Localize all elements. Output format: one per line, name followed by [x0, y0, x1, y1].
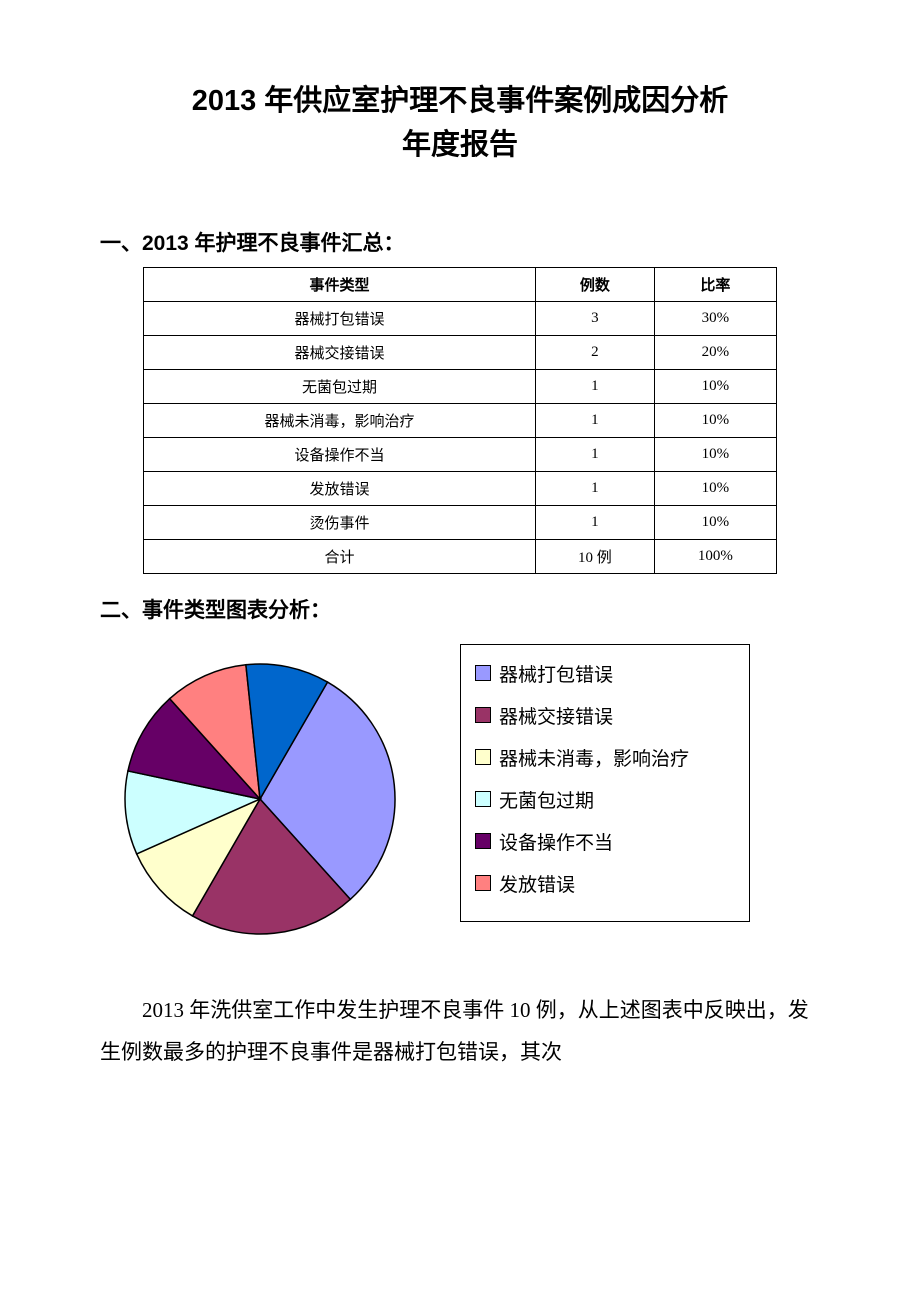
report-title: 2013 年供应室护理不良事件案例成因分析 年度报告	[100, 80, 820, 167]
table-cell: 1	[535, 404, 654, 438]
table-cell: 2	[535, 336, 654, 370]
table-cell: 100%	[654, 540, 776, 574]
section2-heading: 二、事件类型图表分析：	[100, 594, 820, 624]
table-cell: 发放错误	[144, 472, 536, 506]
table-row: 器械打包错误330%	[144, 302, 777, 336]
table-cell: 1	[535, 472, 654, 506]
chart-row: 器械打包错误器械交接错误器械未消毒，影响治疗无菌包过期设备操作不当发放错误	[100, 644, 820, 959]
legend-item: 设备操作不当	[475, 825, 735, 863]
table-cell: 3	[535, 302, 654, 336]
summary-table: 事件类型 例数 比率 器械打包错误330%器械交接错误220%无菌包过期110%…	[143, 267, 777, 574]
section1-heading: 一、2013 年护理不良事件汇总：	[100, 227, 820, 257]
table-cell: 10%	[654, 370, 776, 404]
legend-item: 器械未消毒，影响治疗	[475, 741, 735, 779]
table-cell: 设备操作不当	[144, 438, 536, 472]
table-row: 发放错误110%	[144, 472, 777, 506]
col-event-type: 事件类型	[144, 268, 536, 302]
legend-item: 器械打包错误	[475, 657, 735, 695]
table-row: 合计10 例100%	[144, 540, 777, 574]
table-row: 器械交接错误220%	[144, 336, 777, 370]
col-ratio: 比率	[654, 268, 776, 302]
table-cell: 10%	[654, 404, 776, 438]
analysis-paragraph: 2013 年洗供室工作中发生护理不良事件 10 例，从上述图表中反映出，发生例数…	[100, 989, 820, 1073]
pie-chart	[100, 644, 420, 959]
title-line2: 年度报告	[100, 124, 820, 168]
table-row: 烫伤事件110%	[144, 506, 777, 540]
table-cell: 10 例	[535, 540, 654, 574]
title-line1: 2013 年供应室护理不良事件案例成因分析	[100, 80, 820, 124]
legend-item: 器械交接错误	[475, 699, 735, 737]
table-row: 设备操作不当110%	[144, 438, 777, 472]
table-cell: 合计	[144, 540, 536, 574]
col-count: 例数	[535, 268, 654, 302]
legend-item: 发放错误	[475, 867, 735, 905]
legend-swatch	[475, 875, 491, 891]
legend-swatch	[475, 749, 491, 765]
table-row: 无菌包过期110%	[144, 370, 777, 404]
table-cell: 1	[535, 506, 654, 540]
legend-label: 发放错误	[499, 867, 735, 905]
table-cell: 器械打包错误	[144, 302, 536, 336]
table-cell: 无菌包过期	[144, 370, 536, 404]
table-cell: 10%	[654, 506, 776, 540]
legend-swatch	[475, 665, 491, 681]
table-cell: 20%	[654, 336, 776, 370]
legend-label: 器械交接错误	[499, 699, 735, 737]
table-cell: 10%	[654, 438, 776, 472]
table-cell: 器械未消毒，影响治疗	[144, 404, 536, 438]
legend-label: 器械未消毒，影响治疗	[499, 741, 735, 779]
table-header-row: 事件类型 例数 比率	[144, 268, 777, 302]
legend-label: 无菌包过期	[499, 783, 735, 821]
table-row: 器械未消毒，影响治疗110%	[144, 404, 777, 438]
legend-swatch	[475, 833, 491, 849]
legend-label: 设备操作不当	[499, 825, 735, 863]
table-cell: 1	[535, 438, 654, 472]
table-cell: 器械交接错误	[144, 336, 536, 370]
table-cell: 烫伤事件	[144, 506, 536, 540]
table-cell: 1	[535, 370, 654, 404]
table-cell: 10%	[654, 472, 776, 506]
legend-swatch	[475, 791, 491, 807]
legend-label: 器械打包错误	[499, 657, 735, 695]
table-cell: 30%	[654, 302, 776, 336]
legend-swatch	[475, 707, 491, 723]
chart-legend: 器械打包错误器械交接错误器械未消毒，影响治疗无菌包过期设备操作不当发放错误	[460, 644, 750, 922]
legend-item: 无菌包过期	[475, 783, 735, 821]
